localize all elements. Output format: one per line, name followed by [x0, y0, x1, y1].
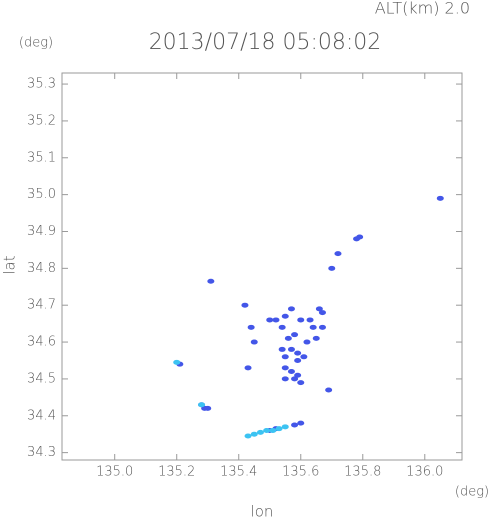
- echo-point: [173, 359, 181, 365]
- y-tick-label: 34.3: [27, 445, 56, 460]
- echo-point: [303, 339, 311, 345]
- echo-point: [297, 380, 305, 386]
- x-tick-label: 135.4: [220, 465, 257, 480]
- y-unit: (deg): [19, 36, 53, 51]
- echo-point: [241, 302, 249, 308]
- y-tick-label: 35.0: [27, 187, 56, 202]
- echo-point: [204, 405, 212, 411]
- echo-point: [244, 365, 252, 371]
- x-unit: (deg): [455, 485, 489, 500]
- echo-point: [318, 310, 326, 316]
- y-tick-label: 35.1: [27, 150, 56, 165]
- echo-point: [269, 428, 277, 434]
- y-label: lat: [1, 255, 19, 274]
- echo-point: [275, 426, 283, 432]
- y-tick-label: 34.8: [27, 261, 56, 276]
- echo-point: [315, 306, 323, 312]
- x-label: lon: [251, 503, 274, 521]
- plot-frame: [61, 72, 463, 461]
- x-tick-label: 135.8: [344, 465, 381, 480]
- echo-point: [436, 195, 444, 201]
- x-tick-label: 135.6: [282, 465, 319, 480]
- echo-point: [278, 346, 286, 352]
- altitude: ALT(km) 2.0: [375, 0, 470, 18]
- y-tick-label: 34.7: [27, 298, 56, 313]
- echo-point: [328, 265, 336, 271]
- echo-point: [250, 339, 258, 345]
- x-tick-label: 135.0: [96, 465, 133, 480]
- y-tick-label: 34.9: [27, 224, 56, 239]
- echo-point: [312, 335, 320, 341]
- echo-point: [250, 431, 258, 437]
- echo-point: [353, 236, 361, 242]
- echo-point: [300, 354, 308, 360]
- echo-point: [198, 402, 206, 408]
- y-tick-label: 34.4: [27, 408, 56, 423]
- echo-point: [318, 324, 326, 330]
- echo-point: [244, 433, 252, 439]
- echo-point: [281, 376, 289, 382]
- echo-point: [294, 350, 302, 356]
- echo-point: [284, 335, 292, 341]
- x-tick-label: 136.0: [406, 465, 443, 480]
- echo-point: [309, 324, 317, 330]
- echo-point: [278, 324, 286, 330]
- y-tick-label: 34.5: [27, 371, 56, 386]
- echo-point: [266, 317, 274, 323]
- echo-point: [281, 313, 289, 319]
- y-tick-label: 35.2: [27, 113, 56, 128]
- echo-point: [306, 317, 314, 323]
- echo-point: [247, 324, 255, 330]
- echo-point: [294, 372, 302, 378]
- y-tick-label: 34.6: [27, 335, 56, 350]
- echo-point: [207, 278, 215, 284]
- echo-point: [287, 369, 295, 375]
- x-tick-label: 135.2: [158, 465, 195, 480]
- echo-point: [287, 346, 295, 352]
- echo-point: [281, 354, 289, 360]
- chart-title: 2013/07/18 05:08:02: [149, 30, 382, 55]
- echo-point: [325, 387, 333, 393]
- echo-point: [297, 317, 305, 323]
- echo-point: [263, 428, 271, 434]
- echo-point: [297, 420, 305, 426]
- echo-point: [291, 332, 299, 338]
- echo-point: [334, 251, 342, 257]
- echo-point: [256, 429, 264, 435]
- echo-point: [291, 422, 299, 428]
- echo-point: [281, 424, 289, 430]
- echo-point: [291, 376, 299, 382]
- echo-point: [294, 357, 302, 363]
- echo-point: [281, 365, 289, 371]
- echo-point: [272, 317, 280, 323]
- echo-point: [287, 306, 295, 312]
- y-tick-label: 35.3: [27, 77, 56, 92]
